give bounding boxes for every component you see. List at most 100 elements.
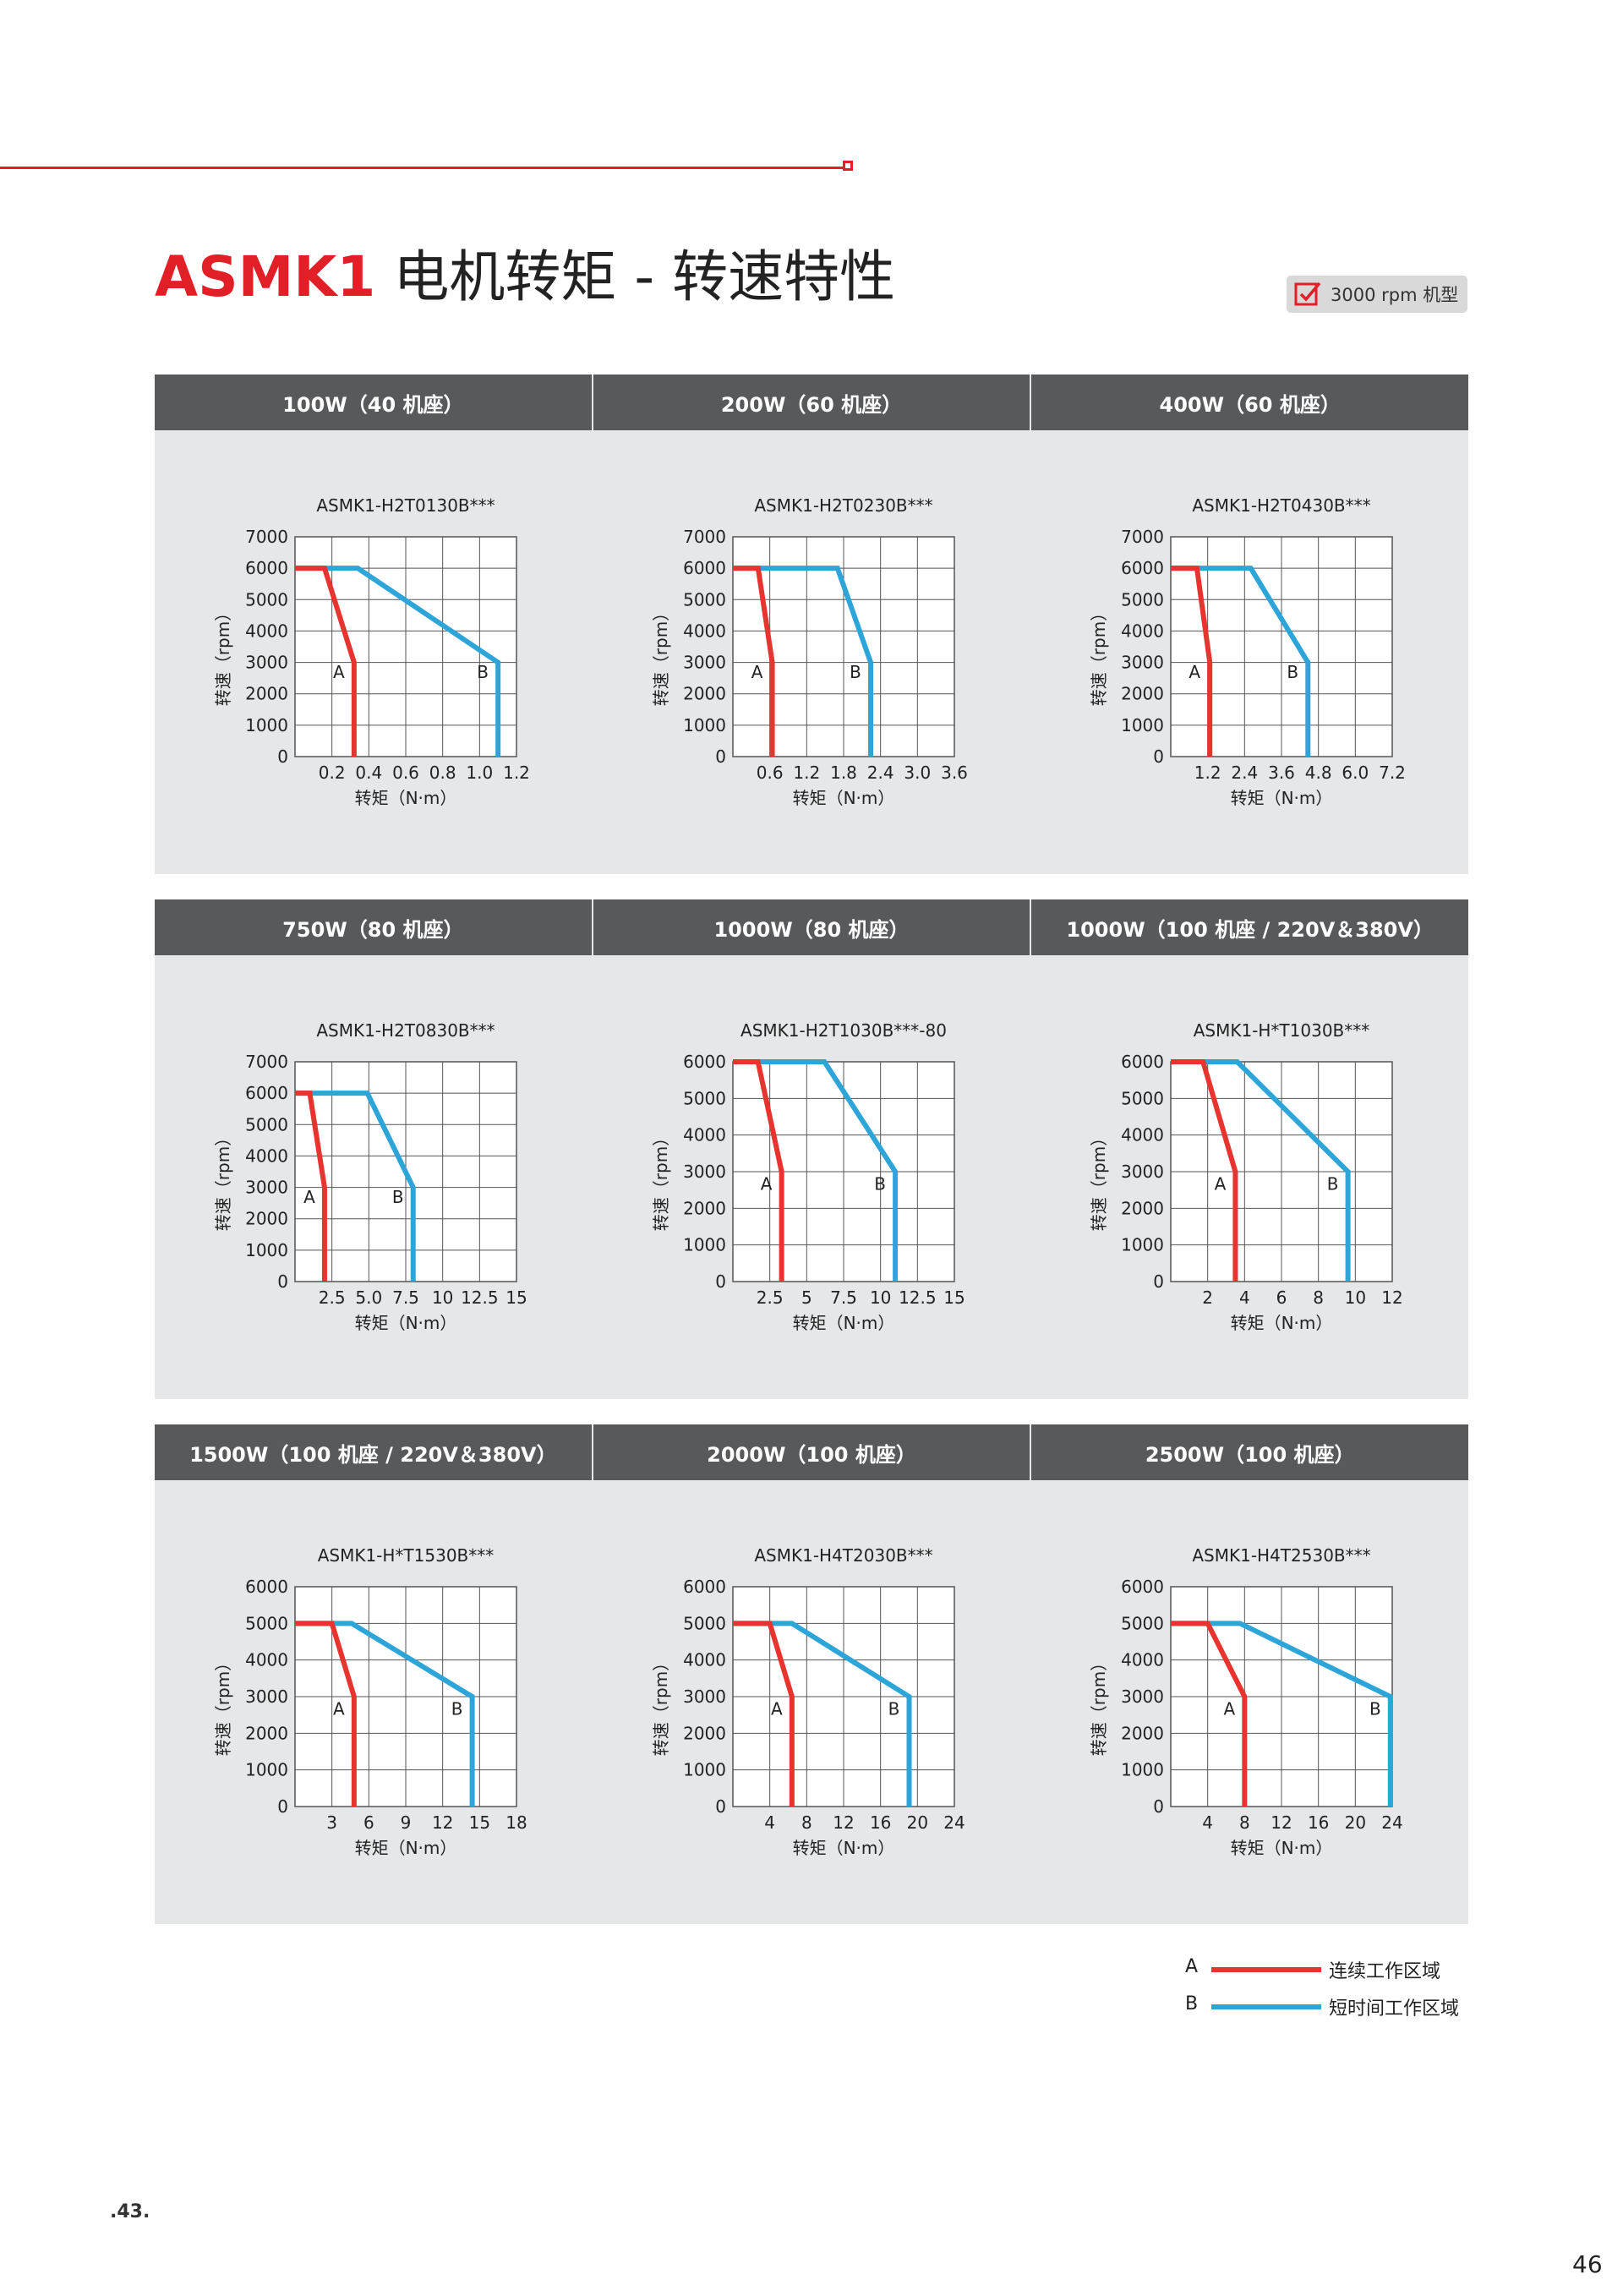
y-tick-label: 2000 — [1121, 1198, 1164, 1218]
y-tick-label: 5000 — [1121, 589, 1164, 610]
x-tick-label: 0.6 — [757, 763, 784, 783]
page-number: 46 — [1572, 2250, 1603, 2278]
y-tick-label: 5000 — [683, 589, 726, 610]
x-tick-label: 4.8 — [1305, 763, 1332, 783]
x-tick-label: 5.0 — [355, 1287, 382, 1308]
x-tick-label: 16 — [1308, 1812, 1329, 1833]
series-a-line — [295, 1621, 357, 1807]
x-axis-label: 转矩（N·m） — [793, 1838, 895, 1858]
y-tick-label: 1000 — [1121, 715, 1164, 735]
x-tick-label: 24 — [943, 1812, 965, 1833]
y-tick-label: 3000 — [245, 1178, 288, 1198]
y-tick-label: 2000 — [245, 1723, 288, 1743]
y-tick-label: 3000 — [245, 1686, 288, 1707]
chart-title: ASMK1-H2T0230B*** — [754, 495, 932, 516]
chart-1: ASMK1-H2T0230B*** 0 1000 2000 3000 4000 5000 60… — [651, 495, 968, 808]
x-axis-label: 转矩（N·m） — [1231, 788, 1333, 808]
x-tick-label: 12 — [1381, 1287, 1402, 1308]
y-tick-label: 0 — [277, 1271, 288, 1292]
x-tick-label: 10 — [870, 1287, 891, 1308]
legend-label: B — [1185, 1993, 1199, 2014]
y-tick-label: 7000 — [1121, 527, 1164, 547]
x-axis-label: 转矩（N·m） — [355, 788, 457, 808]
x-tick-label: 8 — [1313, 1287, 1324, 1308]
y-tick-label: 3000 — [1121, 1162, 1164, 1182]
x-tick-label: 0.8 — [429, 763, 456, 783]
x-axis-label: 转矩（N·m） — [355, 1313, 457, 1333]
x-tick-label: 2 — [1202, 1287, 1213, 1308]
x-tick-label: 7.2 — [1379, 763, 1406, 783]
series-label-a: A — [1189, 662, 1200, 682]
y-axis-label: 转速（rpm） — [1089, 1129, 1109, 1231]
series-label-a: A — [1223, 1699, 1235, 1719]
y-tick-label: 0 — [277, 746, 288, 767]
series-a-line — [295, 1091, 327, 1282]
y-tick-label: 5000 — [245, 1613, 288, 1633]
x-tick-label: 0.2 — [319, 763, 346, 783]
x-tick-label: 24 — [1381, 1812, 1402, 1833]
series-label-b: B — [874, 1174, 886, 1194]
x-tick-label: 6 — [1276, 1287, 1287, 1308]
x-tick-label: 7.5 — [392, 1287, 419, 1308]
x-tick-label: 15 — [505, 1287, 527, 1308]
chart-7: ASMK1-H4T2030B*** 0 1000 2000 3000 4000 5000 60… — [651, 1545, 965, 1858]
x-tick-label: 16 — [870, 1812, 891, 1833]
series-label-a: A — [333, 662, 345, 682]
x-tick-label: 2.4 — [1231, 763, 1258, 783]
y-tick-label: 6000 — [683, 1052, 726, 1072]
panel-header: 1500W（100 机座 / 220V＆380V） — [155, 1424, 592, 1480]
panel-header: 100W（40 机座） — [155, 374, 592, 430]
y-tick-label: 1000 — [683, 715, 726, 735]
y-tick-label: 1000 — [683, 1235, 726, 1255]
series-label-b: B — [451, 1699, 463, 1719]
y-tick-label: 5000 — [1121, 1613, 1164, 1633]
y-tick-label: 7000 — [683, 527, 726, 547]
panel-header: 750W（80 机座） — [155, 899, 592, 955]
y-tick-label: 3000 — [683, 1162, 726, 1182]
y-axis-label: 转速（rpm） — [1089, 604, 1109, 706]
series-label-b: B — [392, 1187, 404, 1207]
chart-4: ASMK1-H2T1030B***-80 0 1000 2000 3000 4000 500… — [651, 1020, 965, 1333]
x-axis-label: 转矩（N·m） — [793, 788, 895, 808]
x-tick-label: 6 — [363, 1812, 374, 1833]
series-b-line — [733, 1059, 899, 1282]
y-tick-label: 6000 — [1121, 1052, 1164, 1072]
chart-2: ASMK1-H2T0430B*** 0 1000 2000 3000 4000 5000 60… — [1089, 495, 1406, 808]
series-label-a: A — [333, 1699, 345, 1719]
y-tick-label: 4000 — [245, 620, 288, 641]
y-tick-label: 4000 — [1121, 1125, 1164, 1145]
series-label-b: B — [477, 662, 489, 682]
y-axis-label: 转速（rpm） — [651, 1654, 671, 1756]
x-tick-label: 12 — [833, 1812, 854, 1833]
series-a-line — [295, 566, 357, 757]
x-tick-label: 15 — [469, 1812, 490, 1833]
y-tick-label: 2000 — [1121, 1723, 1164, 1743]
legend-text: 连续工作区域 — [1329, 1961, 1441, 1982]
y-tick-label: 5000 — [683, 1613, 726, 1633]
x-tick-label: 3.6 — [1268, 763, 1295, 783]
y-tick-label: 2000 — [683, 684, 726, 704]
top-rule-marker — [843, 161, 853, 171]
legend-item-a: A 连续工作区域 — [1175, 1954, 1479, 1985]
y-tick-label: 1000 — [1121, 1235, 1164, 1255]
chart-title: ASMK1-H2T1030B***-80 — [740, 1020, 947, 1041]
series-a-line — [733, 1621, 795, 1807]
y-tick-label: 2000 — [245, 1209, 288, 1229]
y-tick-label: 3000 — [683, 653, 726, 673]
y-tick-label: 0 — [715, 746, 726, 767]
x-tick-label: 8 — [801, 1812, 812, 1833]
x-tick-label: 1.2 — [1194, 763, 1221, 783]
x-axis-label: 转矩（N·m） — [1231, 1838, 1333, 1858]
x-tick-label: 3 — [326, 1812, 337, 1833]
legend-item-b: B 短时间工作区域 — [1175, 1992, 1479, 2022]
x-tick-label: 2.5 — [319, 1287, 346, 1308]
series-label-a: A — [771, 1699, 783, 1719]
y-tick-label: 2000 — [683, 1723, 726, 1743]
x-tick-label: 20 — [1345, 1812, 1366, 1833]
y-tick-label: 4000 — [683, 620, 726, 641]
y-axis-label: 转速（rpm） — [213, 1654, 233, 1756]
series-a-line — [1171, 566, 1213, 757]
x-tick-label: 12 — [1271, 1812, 1292, 1833]
red-line-icon — [1211, 1967, 1321, 1972]
x-tick-label: 8 — [1239, 1812, 1250, 1833]
